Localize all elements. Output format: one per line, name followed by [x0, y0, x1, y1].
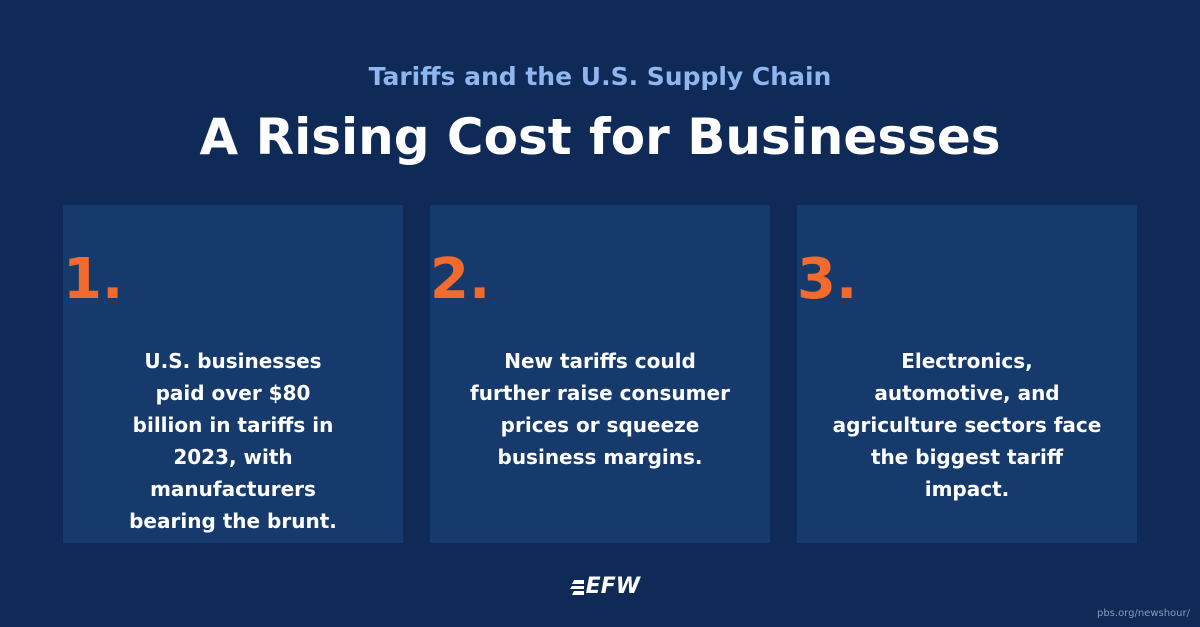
logo-icon: [570, 579, 584, 595]
card: [63, 205, 403, 543]
card-number: 3.: [797, 247, 858, 312]
card: [797, 205, 1137, 543]
card-number: 1.: [63, 247, 124, 312]
card: [430, 205, 770, 543]
source: pbs.org/newshour/: [1096, 608, 1190, 619]
card-text: Electronics, automotive, and agriculture…: [832, 349, 1102, 501]
card-text: New tariffs could further raise consumer…: [470, 349, 730, 469]
subtitle: Tariffs and the U.S. Supply Chain: [368, 62, 832, 91]
logo: EFW: [570, 574, 640, 599]
logo-text: EFW: [585, 574, 640, 599]
title: A Rising Cost for Businesses: [199, 108, 1001, 166]
card-text: U.S. businesses paid over $80 billion in…: [129, 349, 337, 533]
card-number: 2.: [430, 247, 491, 312]
